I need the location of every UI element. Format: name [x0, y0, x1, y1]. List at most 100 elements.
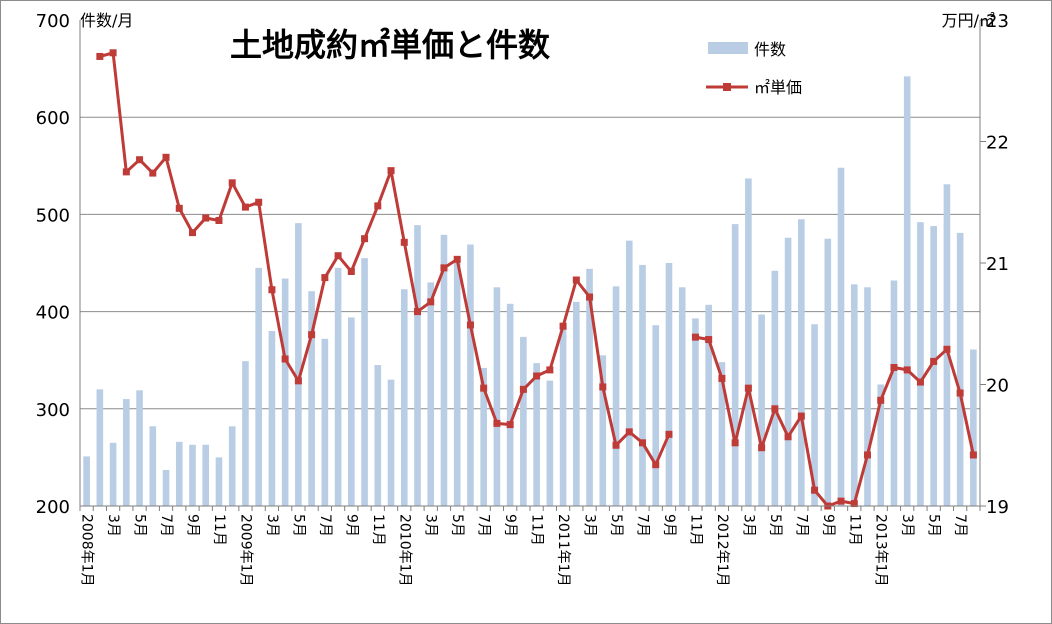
right-axis-unit: 万円/㎡: [942, 11, 995, 30]
bar: [798, 219, 805, 506]
bar: [824, 238, 832, 506]
bar: [731, 224, 739, 506]
price-point: [202, 214, 210, 222]
bar: [745, 178, 752, 506]
price-point: [877, 396, 885, 404]
x-tick-label: 2012年1月: [714, 514, 730, 587]
price-point: [175, 204, 183, 212]
bar: [930, 226, 937, 506]
x-tick-label: 5月: [608, 514, 624, 537]
price-point: [969, 451, 977, 459]
bar: [467, 244, 474, 507]
x-tick-label: 11月: [529, 514, 545, 546]
bar: [374, 365, 382, 506]
bar: [956, 232, 964, 507]
bar: [903, 76, 911, 506]
x-tick-label: 11月: [211, 514, 227, 546]
price-point: [916, 378, 924, 386]
price-line: [695, 335, 975, 508]
price-point: [480, 384, 488, 392]
bar: [771, 270, 779, 506]
price-point: [255, 198, 263, 206]
price-point: [268, 286, 276, 294]
x-tick-label: 2009年1月: [237, 514, 253, 587]
price-point: [903, 366, 911, 374]
price-point: [215, 216, 223, 224]
x-tick-label: 11月: [846, 514, 862, 546]
bar: [970, 349, 977, 506]
bar: [705, 304, 712, 506]
price-point: [400, 238, 408, 246]
bar: [308, 291, 315, 506]
line-series-price: [96, 49, 977, 510]
bar: [149, 426, 157, 506]
price-point: [334, 252, 342, 260]
bar: [215, 457, 223, 506]
bar: [189, 444, 196, 506]
bar: [242, 361, 249, 506]
x-tick-label: 3月: [264, 514, 280, 537]
bar: [440, 234, 448, 506]
price-point: [890, 363, 898, 371]
price-point: [453, 255, 461, 263]
price-point: [347, 268, 355, 276]
bar: [943, 184, 951, 506]
bar: [361, 258, 368, 506]
bar: [493, 287, 501, 506]
price-point: [136, 156, 144, 164]
left-tick-label: 300: [36, 400, 70, 421]
bar: [639, 264, 646, 506]
x-tick-label: 3月: [582, 514, 598, 537]
left-tick-label: 700: [36, 11, 70, 32]
bar: [228, 426, 236, 506]
bar: [612, 286, 620, 506]
bar: [453, 263, 461, 506]
price-point: [294, 377, 302, 385]
left-tick-label: 600: [36, 108, 70, 129]
x-tick-label: 5月: [132, 514, 148, 537]
price-point: [943, 345, 951, 353]
x-tick-label: 7月: [158, 514, 174, 537]
bar: [850, 284, 858, 506]
bar: [400, 289, 408, 506]
bar: [295, 223, 302, 506]
x-tick-label: 5月: [290, 514, 306, 537]
price-point: [572, 276, 580, 284]
price-point: [374, 202, 382, 210]
price-point: [850, 500, 858, 508]
x-tick-label: 11月: [687, 514, 703, 546]
price-point: [96, 52, 104, 60]
right-tick-label: 20: [986, 376, 1009, 397]
price-point: [612, 441, 620, 449]
price-point: [533, 372, 541, 380]
x-tick-label: 3月: [740, 514, 756, 537]
price-point: [930, 357, 938, 365]
chart-title: 土地成約㎡単価と件数: [230, 26, 551, 64]
legend-line-marker: [723, 83, 731, 91]
bar: [255, 267, 262, 506]
x-tick-label: 11月: [370, 514, 386, 546]
price-point: [546, 366, 554, 374]
price-point: [586, 293, 594, 301]
left-axis-ticks: 200 300 400 500 600 700: [36, 11, 70, 518]
left-tick-label: 400: [36, 303, 70, 324]
bar: [837, 167, 845, 506]
legend: 件数 ㎡単価: [706, 40, 802, 97]
x-tick-label: 3月: [423, 514, 439, 537]
price-point: [308, 331, 316, 339]
bar: [162, 470, 170, 506]
price-point: [427, 298, 435, 306]
x-tick-label: 3月: [899, 514, 915, 537]
price-point: [122, 168, 130, 176]
right-axis-ticks: 19 20 21 22 23: [980, 11, 1009, 518]
price-point: [281, 355, 289, 363]
price-point: [361, 235, 369, 243]
x-tick-label: 7月: [952, 514, 968, 537]
bar: [480, 367, 487, 506]
x-tick-label: 5月: [449, 514, 465, 537]
left-axis-unit: 件数/月: [80, 11, 133, 30]
bar: [625, 240, 633, 507]
bar: [321, 338, 329, 506]
bar: [692, 318, 699, 506]
bar: [877, 384, 885, 506]
